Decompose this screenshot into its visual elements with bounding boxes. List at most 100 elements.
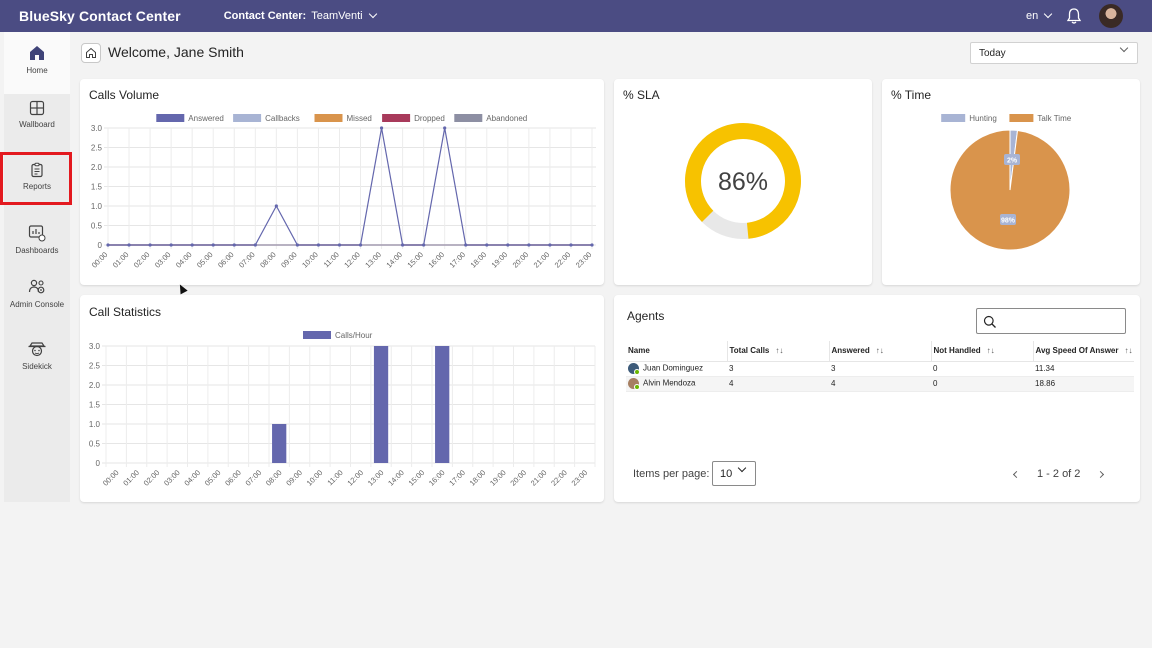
home-icon bbox=[30, 46, 44, 60]
x-tick-label: 19:00 bbox=[488, 468, 508, 488]
data-point bbox=[443, 126, 447, 130]
sla-gauge: 86% bbox=[685, 123, 801, 239]
agent-avg-speed: 11.34 bbox=[1033, 361, 1134, 377]
x-tick-label: 07:00 bbox=[237, 250, 257, 270]
chevron-down-icon[interactable] bbox=[368, 9, 377, 19]
legend-label: Calls/Hour bbox=[335, 331, 373, 340]
table-row[interactable]: Alvin Mendoza 4 4 0 18.86 bbox=[626, 376, 1134, 392]
x-tick-label: 11:00 bbox=[325, 468, 344, 487]
bar bbox=[272, 424, 287, 463]
home-button[interactable] bbox=[81, 43, 101, 63]
column-header-total-calls[interactable]: Total Calls ↑↓ bbox=[726, 341, 829, 362]
sidebar-item-dashboards[interactable]: Dashboards bbox=[4, 212, 70, 268]
legend-swatch bbox=[1009, 114, 1034, 122]
agent-answered: 4 bbox=[829, 376, 931, 392]
chevron-down-icon bbox=[1119, 43, 1129, 53]
sidebar-item-wallboard[interactable]: Wallboard bbox=[4, 88, 70, 144]
data-point bbox=[148, 243, 152, 247]
column-header-answered[interactable]: Answered ↑↓ bbox=[828, 341, 931, 362]
x-tick-label: 18:00 bbox=[469, 250, 489, 270]
x-tick-label: 16:00 bbox=[427, 468, 447, 488]
pie-label: 2% bbox=[1007, 158, 1018, 165]
agents-table: Name Total Calls ↑↓ Answered ↑↓ Not Handle… bbox=[626, 341, 1134, 392]
sidebar-item-sidekick[interactable]: Sidekick bbox=[4, 328, 70, 384]
x-tick-label: 23:00 bbox=[574, 250, 594, 270]
legend-label: Missed bbox=[347, 114, 372, 123]
sla-title: % SLA bbox=[623, 88, 660, 102]
app-title: BlueSky Contact Center bbox=[19, 8, 181, 24]
sidebar: Home Wallboard Reports Dashboards bbox=[4, 32, 70, 502]
chevron-down-icon bbox=[737, 463, 747, 473]
bell-icon[interactable] bbox=[1065, 7, 1083, 25]
data-point bbox=[527, 243, 531, 247]
x-tick-label: 21:00 bbox=[532, 250, 552, 270]
sidekick-icon bbox=[28, 342, 46, 357]
x-tick-label: 10:00 bbox=[305, 468, 325, 488]
legend-swatch bbox=[156, 114, 185, 122]
data-point bbox=[274, 204, 278, 208]
legend-swatch bbox=[303, 331, 331, 339]
column-header-avg-speed[interactable]: Avg Speed Of Answer ↑↓ bbox=[1032, 341, 1134, 362]
column-header-not-handled[interactable]: Not Handled ↑↓ bbox=[930, 341, 1033, 362]
x-tick-label: 02:00 bbox=[142, 468, 162, 488]
reports-highlight-frame bbox=[0, 152, 72, 205]
chevron-down-icon bbox=[1044, 9, 1053, 19]
sort-icon[interactable]: ↑↓ bbox=[875, 346, 884, 356]
sidebar-item-home[interactable]: Home bbox=[4, 32, 70, 88]
contact-center-selector[interactable]: TeamVenti bbox=[311, 10, 363, 22]
x-tick-label: 22:00 bbox=[549, 468, 569, 488]
time-card: % Time Hunting Talk Time 2% 98% bbox=[882, 79, 1140, 285]
sidebar-item-reports[interactable]: Reports bbox=[4, 150, 70, 206]
x-tick-label: 16:00 bbox=[426, 250, 446, 270]
data-point bbox=[316, 243, 321, 247]
chevron-right-icon[interactable] bbox=[1097, 470, 1105, 478]
sidebar-item-admin-console[interactable]: Admin Console bbox=[4, 266, 70, 322]
calls-volume-title: Calls Volume bbox=[89, 88, 160, 102]
y-tick-label: 2.5 bbox=[89, 362, 101, 371]
data-point bbox=[590, 243, 594, 247]
agents-search-input[interactable] bbox=[976, 308, 1126, 334]
legend-swatch bbox=[941, 114, 966, 122]
chevron-left-icon[interactable] bbox=[1012, 470, 1021, 478]
x-tick-label: 04:00 bbox=[174, 250, 194, 270]
items-per-page-dropdown[interactable]: 10 bbox=[712, 461, 756, 486]
date-range-dropdown[interactable]: Today bbox=[970, 42, 1138, 64]
x-tick-label: 11:00 bbox=[322, 250, 341, 269]
table-row[interactable]: Juan Dominguez 3 3 0 11.34 bbox=[626, 361, 1134, 377]
admin-console-icon bbox=[28, 279, 45, 294]
data-point bbox=[401, 243, 405, 247]
legend-label: Hunting bbox=[969, 114, 997, 123]
sidebar-item-label: Wallboard bbox=[19, 120, 55, 129]
agent-not-handled: 0 bbox=[931, 361, 1033, 377]
data-point bbox=[422, 243, 426, 247]
legend-swatch bbox=[314, 114, 343, 122]
x-tick-label: 07:00 bbox=[244, 468, 264, 488]
sort-icon[interactable]: ↑↓ bbox=[1124, 346, 1133, 356]
x-tick-label: 10:00 bbox=[300, 250, 320, 270]
agents-card: Agents Name Total Calls ↑↓ Answered ↑↓ Not… bbox=[614, 295, 1140, 502]
data-point bbox=[253, 243, 257, 247]
x-tick-label: 15:00 bbox=[405, 250, 425, 270]
sidebar-item-label: Admin Console bbox=[9, 300, 65, 309]
data-point bbox=[379, 126, 384, 130]
x-tick-label: 15:00 bbox=[407, 468, 427, 488]
sla-gauge-arc bbox=[685, 123, 801, 239]
page-title: Welcome, Jane Smith bbox=[108, 44, 244, 60]
x-tick-label: 17:00 bbox=[447, 468, 467, 488]
x-tick-label: 21:00 bbox=[529, 468, 549, 488]
x-tick-label: 14:00 bbox=[386, 468, 406, 488]
language-selector[interactable]: en bbox=[1026, 9, 1053, 22]
time-title: % Time bbox=[891, 88, 932, 102]
sort-icon[interactable]: ↑↓ bbox=[775, 346, 784, 356]
language-value: en bbox=[1026, 10, 1039, 22]
sidebar-item-label: Reports bbox=[22, 182, 51, 191]
x-tick-label: 02:00 bbox=[132, 250, 152, 270]
sort-icon[interactable]: ↑↓ bbox=[986, 346, 995, 356]
pie-label-bg bbox=[1000, 214, 1016, 225]
user-avatar[interactable] bbox=[1099, 4, 1123, 28]
x-tick-label: 12:00 bbox=[345, 468, 365, 488]
column-header-name[interactable]: Name bbox=[626, 341, 727, 362]
y-tick-label: 1.0 bbox=[91, 202, 103, 211]
agent-total-calls: 4 bbox=[727, 376, 829, 392]
